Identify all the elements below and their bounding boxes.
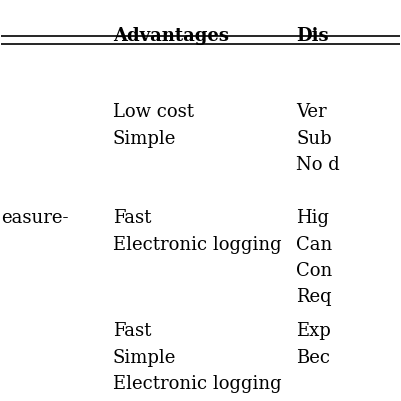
Text: Fast
Simple
Electronic logging: Fast Simple Electronic logging (113, 322, 282, 393)
Text: easure-: easure- (1, 209, 69, 227)
Text: Fast
Electronic logging: Fast Electronic logging (113, 209, 282, 253)
Text: Ver
Sub
No d: Ver Sub No d (296, 103, 340, 174)
Text: Exp
Bec: Exp Bec (296, 322, 331, 367)
Text: Advantages: Advantages (113, 27, 229, 45)
Text: Low cost
Simple: Low cost Simple (113, 103, 194, 148)
Text: Hig
Can
Con
Req: Hig Can Con Req (296, 209, 332, 306)
Text: Dis: Dis (296, 27, 329, 45)
